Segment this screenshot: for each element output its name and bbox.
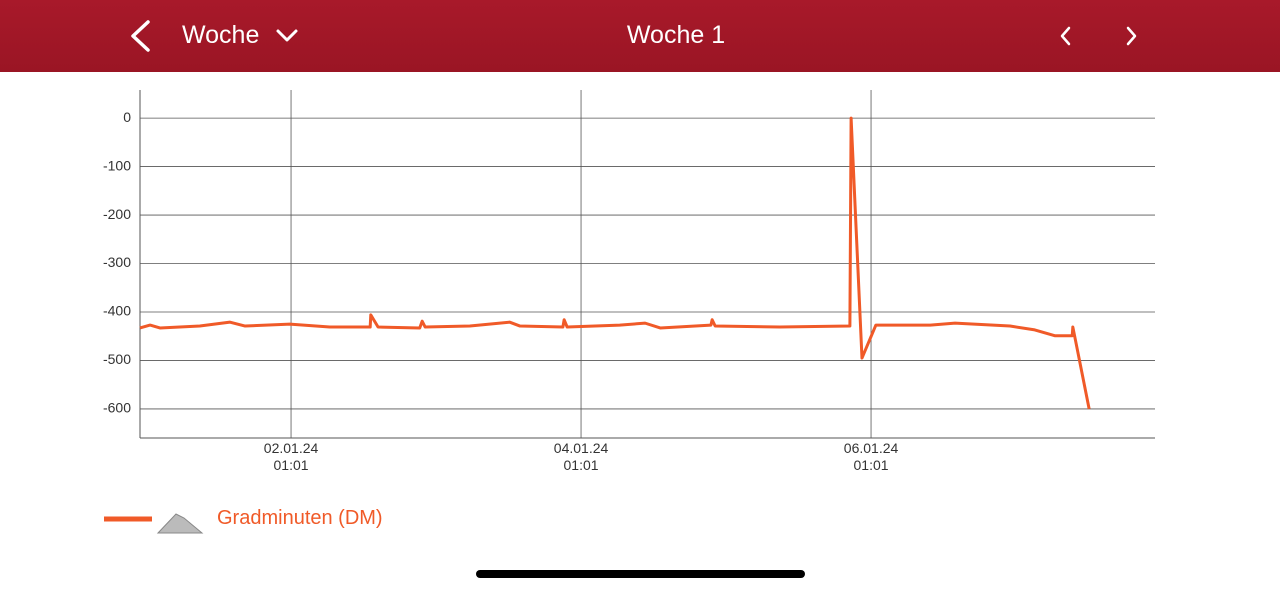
x-tick-label: 06.01.24 01:01 (843, 440, 899, 473)
y-tick-label: -100 (103, 157, 131, 173)
y-tick-label: -400 (103, 303, 131, 319)
header-title: Woche 1 (626, 21, 726, 49)
legend-area-icon (156, 513, 204, 534)
period-selector[interactable]: Woche (182, 21, 260, 49)
home-indicator (476, 570, 805, 578)
next-button[interactable] (1126, 26, 1137, 46)
y-tick-label: -600 (103, 400, 131, 416)
legend-label[interactable]: Gradminuten (DM) (217, 507, 383, 529)
back-button[interactable] (131, 20, 150, 52)
x-tick-label: 04.01.24 01:01 (553, 440, 609, 473)
x-tick-label: 02.01.24 01:01 (263, 440, 319, 473)
y-tick-label: 0 (123, 109, 131, 125)
y-tick-label: -200 (103, 206, 131, 222)
data-line (139, 116, 1091, 410)
y-tick-label: -300 (103, 254, 131, 270)
header-bar: Woche Woche 1 (0, 0, 1280, 72)
dropdown-chevron[interactable] (276, 29, 298, 42)
header-icons (131, 20, 1137, 52)
previous-button[interactable] (1060, 26, 1071, 46)
y-tick-label: -500 (103, 351, 131, 367)
